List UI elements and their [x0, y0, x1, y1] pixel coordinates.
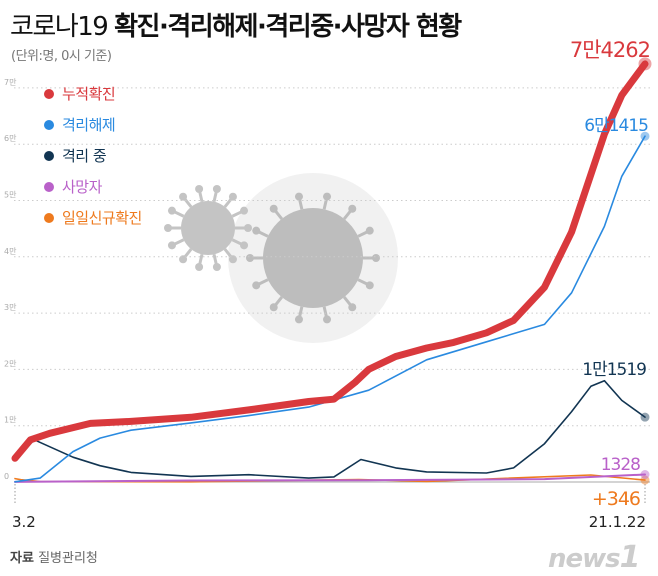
- y-tick-label: 3만: [4, 303, 17, 312]
- source: 자료 질병관리청: [10, 551, 98, 566]
- virus-spike-tip: [323, 315, 332, 324]
- legend-label: 일일신규확진: [62, 209, 142, 227]
- legend-item: 누적확진: [44, 78, 142, 109]
- legend-dot-icon: [44, 119, 54, 130]
- virus-spike-tip: [252, 226, 261, 235]
- virus-spike-tip: [212, 185, 221, 194]
- page-title: 코로나19 확진·격리해제·격리중·사망자 현황: [10, 12, 462, 42]
- virus-spike-tip: [195, 185, 204, 194]
- legend-dot-icon: [44, 212, 54, 223]
- series-line-1: [11, 60, 649, 462]
- subtitle: (단위:명, 0시 기준): [11, 49, 112, 64]
- y-tick-label: 0: [4, 472, 9, 481]
- end-value-label: 1만1519: [582, 360, 646, 380]
- y-tick-label: 7만: [4, 78, 17, 87]
- y-tick-label: 4만: [4, 247, 17, 256]
- virus-spike-tip: [246, 254, 254, 262]
- legend-item: 일일신규확진: [44, 202, 142, 233]
- x-tick-label: 21.1.22: [589, 513, 646, 531]
- y-tick-label: 2만: [4, 359, 17, 368]
- legend-label: 격리 중: [62, 147, 107, 165]
- virus-spike-tip: [348, 204, 357, 213]
- virus-spike-tip: [372, 254, 380, 262]
- legend-label: 격리해제: [62, 116, 116, 134]
- y-tick-label: 5만: [4, 191, 17, 200]
- virus-spike-tip: [269, 303, 278, 312]
- series-line-3: [14, 379, 646, 479]
- virus-illustration: [164, 173, 398, 343]
- end-value-label: 7만4262: [570, 38, 650, 62]
- legend-item: 사망자: [44, 171, 142, 202]
- end-value-label: 1328: [601, 455, 640, 475]
- legend-label: 누적확진: [62, 85, 116, 103]
- virus-spike-tip: [240, 206, 249, 215]
- x-tick-label: 3.2: [12, 513, 36, 531]
- virus-body: [263, 208, 363, 308]
- y-tick-label: 1만: [4, 416, 17, 425]
- virus-spike-tip: [365, 226, 374, 235]
- labels: 7만4262 6만1415 1만1519 1328 +346: [570, 38, 651, 510]
- virus-spike-tip: [164, 224, 172, 232]
- virus-body: [181, 201, 235, 255]
- legend-dot-icon: [44, 88, 54, 99]
- legend-dot-icon: [44, 150, 54, 161]
- legend-dot-icon: [44, 181, 54, 192]
- series-line-4: [14, 473, 646, 483]
- virus-spike-tip: [365, 281, 374, 290]
- virus-small-icon: [164, 185, 252, 271]
- virus-spike-tip: [212, 262, 221, 271]
- virus-spike-tip: [294, 315, 303, 324]
- series-end-marker: [640, 470, 650, 480]
- virus-spike-tip: [244, 224, 252, 232]
- virus-spike-tip: [348, 303, 357, 312]
- virus-spike-tip: [323, 192, 332, 201]
- series-end-marker: [640, 475, 650, 485]
- series-end-marker: [640, 131, 650, 141]
- legend-item: 격리 중: [44, 140, 142, 171]
- legend-item: 격리해제: [44, 109, 142, 140]
- virus-spike-tip: [252, 281, 261, 290]
- virus-spike-tip: [240, 241, 249, 250]
- series-end-marker: [638, 57, 652, 71]
- virus-spike-tip: [179, 192, 188, 201]
- end-value-label: 6만1415: [584, 116, 648, 136]
- virus-spike-tip: [269, 204, 278, 213]
- series-end-marker: [640, 412, 650, 422]
- end-value-label: +346: [592, 488, 640, 510]
- legend-label: 사망자: [62, 178, 102, 196]
- virus-spike-tip: [195, 262, 204, 271]
- series-lines: [11, 57, 652, 485]
- virus-spike-tip: [167, 206, 176, 215]
- virus-spike-tip: [294, 192, 303, 201]
- y-tick-label: 6만: [4, 134, 17, 143]
- news1-logo: news1: [548, 540, 641, 575]
- virus-large-icon: [246, 192, 380, 324]
- virus-spike-tip: [167, 241, 176, 250]
- virus-spike-tip: [228, 192, 237, 201]
